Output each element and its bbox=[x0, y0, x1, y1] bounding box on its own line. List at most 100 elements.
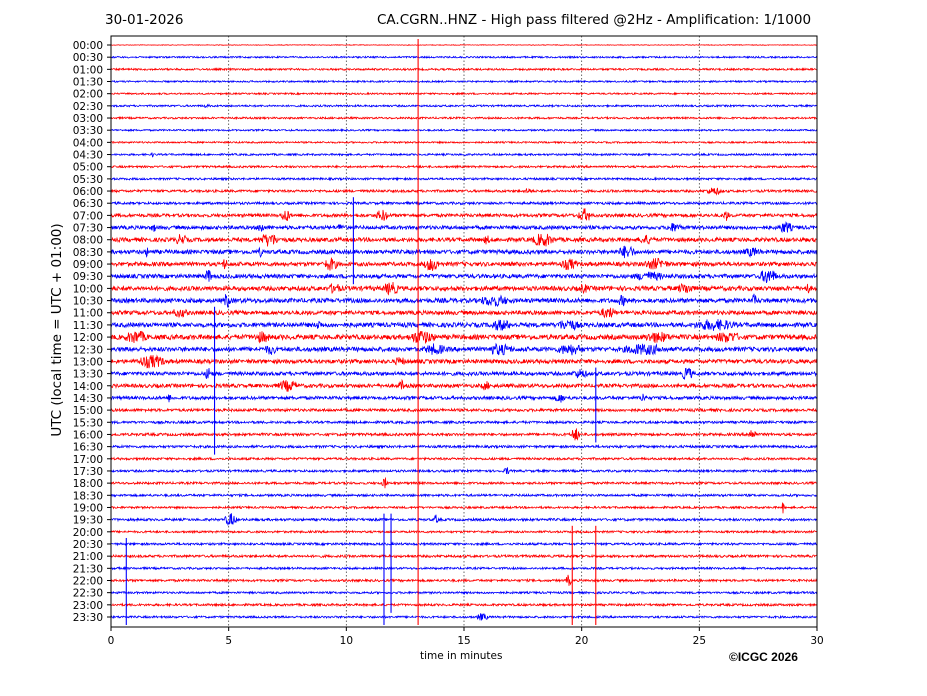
row-label: 15:00 bbox=[73, 405, 103, 417]
row-label: 20:30 bbox=[73, 539, 103, 551]
row-label: 08:00 bbox=[73, 235, 103, 247]
row-label: 12:30 bbox=[73, 344, 103, 356]
row-label: 04:30 bbox=[73, 150, 103, 162]
trace-14:30 bbox=[110, 393, 818, 403]
chart-title: CA.CGRN..HNZ - High pass filtered @2Hz -… bbox=[377, 12, 812, 28]
row-label: 18:00 bbox=[73, 478, 103, 490]
trace-00:30 bbox=[110, 55, 818, 60]
trace-05:30 bbox=[110, 176, 818, 182]
trace-13:00 bbox=[110, 354, 818, 369]
trace-15:00 bbox=[110, 407, 818, 414]
copyright: ©ICGC 2026 bbox=[729, 650, 798, 664]
row-label: 21:30 bbox=[73, 563, 103, 575]
row-label: 13:00 bbox=[73, 356, 103, 368]
row-label: 05:00 bbox=[73, 162, 103, 174]
row-label: 03:00 bbox=[73, 113, 103, 125]
trace-21:00 bbox=[110, 553, 818, 559]
row-label: 14:30 bbox=[73, 393, 103, 405]
row-label: 01:00 bbox=[73, 64, 103, 76]
row-label: 07:30 bbox=[73, 223, 103, 235]
trace-17:30 bbox=[110, 467, 818, 475]
row-label: 06:30 bbox=[73, 198, 103, 210]
trace-03:30 bbox=[110, 128, 818, 133]
trace-01:30 bbox=[110, 79, 818, 84]
row-label: 06:00 bbox=[73, 186, 103, 198]
trace-18:00 bbox=[110, 477, 818, 489]
trace-16:00 bbox=[110, 428, 818, 441]
row-label: 03:30 bbox=[73, 125, 103, 137]
row-label: 19:00 bbox=[73, 502, 103, 514]
row-label: 11:30 bbox=[73, 320, 103, 332]
row-label: 17:00 bbox=[73, 454, 103, 466]
row-label: 16:30 bbox=[73, 442, 103, 454]
trace-04:00 bbox=[110, 140, 818, 145]
row-label: 09:30 bbox=[73, 271, 103, 283]
x-axis-label: time in minutes bbox=[420, 650, 503, 662]
trace-11:00 bbox=[110, 307, 818, 319]
x-tick-label: 15 bbox=[457, 635, 470, 647]
trace-22:30 bbox=[111, 590, 818, 596]
trace-02:00 bbox=[111, 91, 818, 96]
row-label: 15:30 bbox=[73, 417, 103, 429]
row-label: 08:30 bbox=[73, 247, 103, 259]
trace-06:30 bbox=[110, 200, 818, 206]
row-label: 01:30 bbox=[73, 77, 103, 89]
row-label: 12:00 bbox=[73, 332, 103, 344]
trace-13:30 bbox=[110, 367, 818, 380]
trace-21:30 bbox=[110, 565, 818, 571]
trace-17:00 bbox=[110, 456, 818, 462]
trace-04:30 bbox=[110, 152, 818, 158]
row-label: 18:30 bbox=[73, 490, 103, 502]
row-label: 22:30 bbox=[73, 588, 103, 600]
row-label: 22:00 bbox=[73, 575, 103, 587]
row-label: 05:30 bbox=[73, 174, 103, 186]
row-label: 19:30 bbox=[73, 515, 103, 527]
trace-07:00 bbox=[110, 208, 818, 221]
trace-11:30 bbox=[110, 319, 818, 332]
trace-07:30 bbox=[110, 221, 818, 234]
trace-10:30 bbox=[110, 293, 818, 309]
trace-14:00 bbox=[110, 378, 818, 392]
row-label: 00:00 bbox=[73, 40, 103, 52]
row-label: 21:00 bbox=[73, 551, 103, 563]
x-tick-label: 30 bbox=[810, 635, 823, 647]
row-label: 02:00 bbox=[73, 89, 103, 101]
row-label: 23:30 bbox=[73, 612, 103, 624]
trace-20:00 bbox=[110, 529, 818, 535]
trace-23:30 bbox=[110, 613, 818, 621]
row-label: 13:30 bbox=[73, 369, 103, 381]
row-label: 10:30 bbox=[73, 296, 103, 308]
trace-19:00 bbox=[111, 502, 818, 514]
row-label: 00:30 bbox=[73, 52, 103, 64]
row-label: 20:00 bbox=[73, 527, 103, 539]
row-label: 17:30 bbox=[73, 466, 103, 478]
trace-00:00 bbox=[110, 44, 818, 46]
row-label: 23:00 bbox=[73, 600, 103, 612]
row-label: 11:00 bbox=[73, 308, 103, 320]
trace-01:00 bbox=[110, 67, 818, 72]
row-label: 10:00 bbox=[73, 283, 103, 295]
trace-08:00 bbox=[110, 233, 818, 247]
trace-15:30 bbox=[110, 419, 818, 426]
row-label: 07:00 bbox=[73, 210, 103, 222]
trace-09:30 bbox=[110, 269, 818, 284]
row-label: 04:00 bbox=[73, 137, 103, 149]
trace-09:00 bbox=[110, 257, 818, 271]
trace-05:00 bbox=[110, 164, 818, 170]
trace-06:00 bbox=[110, 187, 818, 196]
x-tick-label: 25 bbox=[693, 635, 706, 647]
x-tick-label: 5 bbox=[225, 635, 232, 647]
trace-12:00 bbox=[110, 330, 818, 344]
trace-18:30 bbox=[110, 492, 818, 498]
trace-20:30 bbox=[110, 541, 818, 547]
trace-03:00 bbox=[110, 115, 818, 121]
trace-22:00 bbox=[110, 574, 818, 586]
plot-frame bbox=[110, 35, 818, 628]
trace-08:30 bbox=[110, 245, 818, 259]
trace-12:30 bbox=[110, 342, 818, 356]
row-label: 02:30 bbox=[73, 101, 103, 113]
trace-19:30 bbox=[110, 513, 818, 527]
trace-02:30 bbox=[110, 103, 818, 109]
x-tick-label: 20 bbox=[575, 635, 588, 647]
